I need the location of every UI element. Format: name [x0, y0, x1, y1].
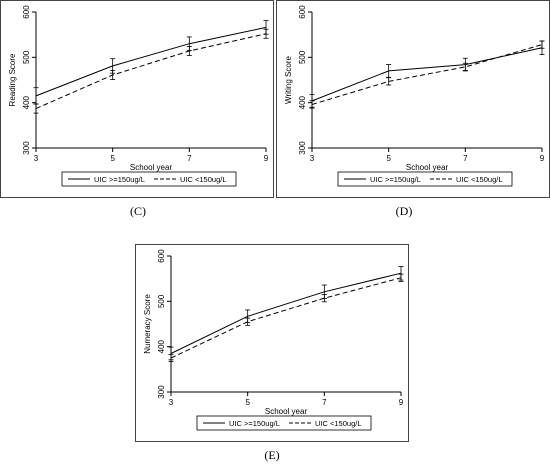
panel-label-e: (E) — [264, 448, 280, 462]
error-bar — [186, 46, 192, 56]
x-tick-label: 3 — [169, 398, 174, 407]
x-tick-label: 3 — [34, 154, 39, 163]
error-bar — [263, 28, 269, 39]
error-bar — [386, 64, 392, 78]
series-line-uic-low — [170, 277, 402, 359]
series-line-uic-low — [311, 44, 543, 105]
chart-c-svg: 300 400 500 600 3 5 7 9 Reading Score School year… — [0, 0, 274, 198]
x-tick-label: 7 — [463, 154, 468, 163]
legend-box — [337, 171, 513, 187]
series-line-uic-high — [35, 26, 267, 97]
error-bar — [168, 353, 174, 363]
legend-label-uic-high: UIC >=150ug/L — [370, 175, 421, 184]
figure-frame — [0, 0, 274, 198]
x-tick-label: 5 — [245, 398, 250, 407]
series-line-uic-high — [170, 272, 402, 354]
y-tick-label: 600 — [22, 5, 31, 19]
panel-label-d: (D) — [395, 204, 413, 218]
x-tick-label: 7 — [187, 154, 192, 163]
chart-panel-d: 300 400 500 600 3 5 7 9 Writing Score School year… — [276, 0, 550, 198]
y-tick-label: 500 — [298, 50, 307, 64]
y-tick-label: 600 — [298, 5, 307, 19]
series-line-uic-high — [311, 47, 543, 102]
y-axis-title: Reading Score — [8, 53, 17, 106]
legend-label-uic-high: UIC >=150ug/L — [229, 419, 280, 428]
legend-box — [196, 415, 372, 431]
y-tick-label: 500 — [22, 50, 31, 64]
x-axis-title: School year — [265, 407, 308, 416]
chart-e-svg: 300 400 500 600 3 5 7 9 Numeracy Score School yea… — [135, 244, 409, 442]
y-axis-title: Numeracy Score — [143, 294, 152, 354]
figure-frame — [276, 0, 550, 198]
y-axis-title: Writing Score — [284, 56, 293, 104]
y-tick-label: 300 — [22, 141, 31, 155]
error-bar — [245, 317, 251, 326]
figure-frame — [135, 244, 409, 442]
x-axis-title: School year — [130, 163, 173, 172]
y-tick-label: 400 — [298, 95, 307, 109]
x-axis-title: School year — [406, 163, 449, 172]
x-tick-label: 5 — [110, 154, 115, 163]
error-bar — [110, 70, 116, 80]
error-bar — [539, 40, 545, 49]
legend-label-uic-low: UIC <150ug/L — [456, 175, 503, 184]
y-tick-label: 500 — [157, 294, 166, 308]
x-tick-label: 7 — [322, 398, 327, 407]
x-tick-label: 3 — [310, 154, 315, 163]
legend-box — [61, 171, 237, 187]
x-tick-label: 9 — [264, 154, 269, 163]
error-bar — [398, 273, 404, 282]
x-tick-label: 9 — [399, 398, 404, 407]
panel-label-c: (C) — [130, 204, 146, 218]
y-tick-label: 600 — [157, 249, 166, 263]
legend-label-uic-low: UIC <150ug/L — [315, 419, 362, 428]
error-bar — [321, 294, 327, 303]
y-tick-label: 300 — [157, 385, 166, 399]
y-tick-label: 300 — [298, 141, 307, 155]
legend-label-uic-low: UIC <150ug/L — [180, 175, 227, 184]
error-bar — [386, 77, 392, 86]
chart-panel-e: 300 400 500 600 3 5 7 9 Numeracy Score School yea… — [135, 244, 409, 442]
error-bar — [33, 103, 39, 114]
x-tick-label: 5 — [386, 154, 391, 163]
y-tick-label: 400 — [157, 339, 166, 353]
x-tick-label: 9 — [540, 154, 545, 163]
chart-d-svg: 300 400 500 600 3 5 7 9 Writing Score School year… — [276, 0, 550, 198]
series-line-uic-low — [35, 33, 267, 110]
error-bar — [309, 100, 315, 109]
error-bar — [462, 62, 468, 71]
legend-label-uic-high: UIC >=150ug/L — [94, 175, 145, 184]
y-tick-label: 400 — [22, 95, 31, 109]
chart-panel-c: 300 400 500 600 3 5 7 9 Reading Score School year… — [0, 0, 274, 198]
